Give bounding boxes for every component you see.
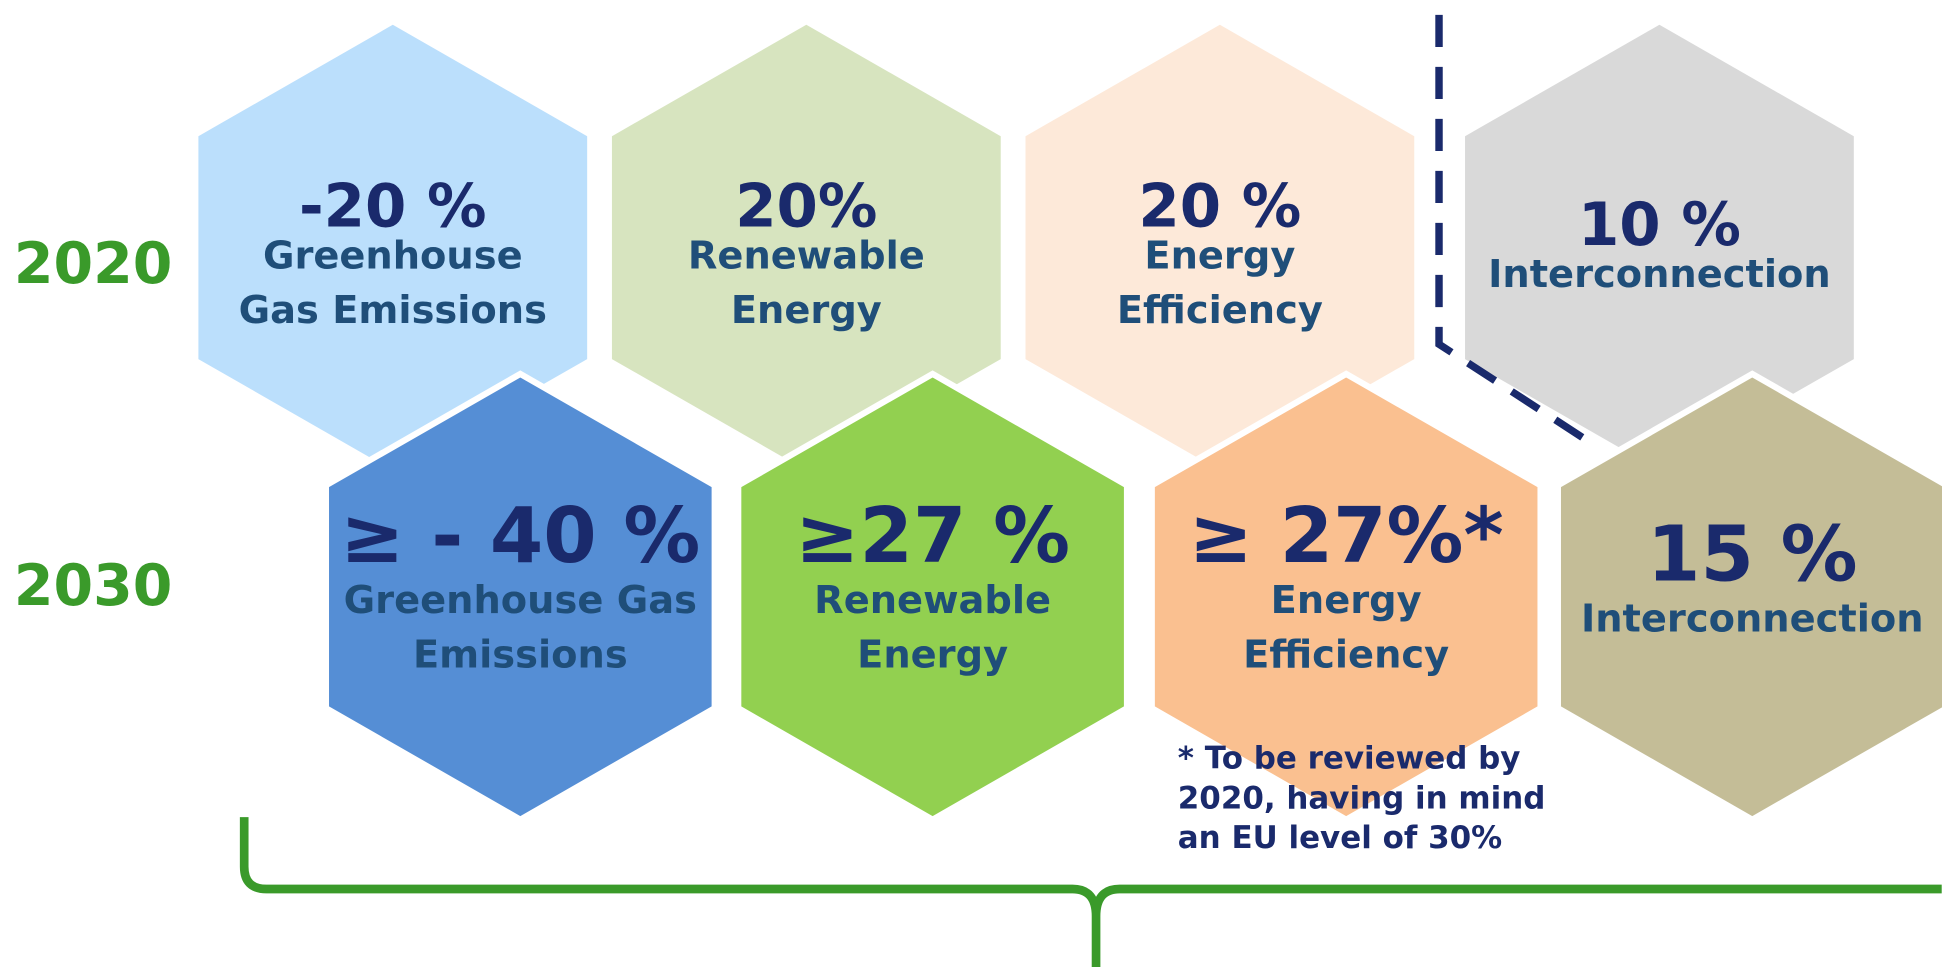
- hexagon-label: Energy: [731, 288, 882, 333]
- hexagon-value: -20 %: [299, 173, 487, 242]
- hexagon-label: Renewable: [688, 234, 925, 279]
- separator: [1435, 14, 1590, 444]
- hexagon: [611, 24, 1001, 471]
- hexagon-label: Greenhouse: [263, 234, 523, 279]
- footnote: 2020, having in mind: [1178, 780, 1546, 816]
- hexagon: [198, 24, 588, 471]
- year-label: 2030: [14, 553, 172, 619]
- footnote: an EU level of 30%: [1178, 820, 1502, 856]
- hexagon: [1025, 24, 1415, 471]
- hexagon: [735, 370, 1131, 824]
- hexagon-value: ≥ 27%*: [1189, 492, 1504, 581]
- hexagon-label: Energy: [857, 632, 1008, 677]
- hexagon-label: Renewable: [814, 578, 1051, 623]
- hexagon-label: Efficiency: [1117, 288, 1323, 333]
- hexagon-label: Gas Emissions: [239, 288, 547, 333]
- hexagon-label: Greenhouse Gas: [344, 578, 697, 623]
- hexagon: [322, 370, 718, 824]
- hexagon-label: Energy: [1271, 578, 1422, 623]
- year-label: 2020: [14, 231, 172, 297]
- hexagon-label: Efficiency: [1243, 632, 1449, 677]
- hexagon-label: Interconnection: [1488, 252, 1831, 297]
- hexagon-label: Energy: [1144, 234, 1295, 279]
- hexagon-value: 20%: [735, 173, 877, 242]
- hexagon-value: 15 %: [1647, 511, 1857, 600]
- hexagon-value: ≥27 %: [795, 492, 1070, 581]
- brace: [239, 817, 1942, 967]
- hexagon-value: 10 %: [1578, 191, 1741, 260]
- footnote: * To be reviewed by: [1178, 741, 1521, 777]
- hexagon: [1554, 370, 1942, 824]
- hexagon: [1465, 24, 1854, 471]
- hexagon-label: Interconnection: [1581, 597, 1924, 642]
- hexagon-label: Emissions: [413, 632, 628, 677]
- hexagon-value: 20 %: [1138, 173, 1301, 242]
- hexagon-value: ≥ - 40 %: [340, 492, 700, 581]
- hexagon: [1148, 370, 1544, 824]
